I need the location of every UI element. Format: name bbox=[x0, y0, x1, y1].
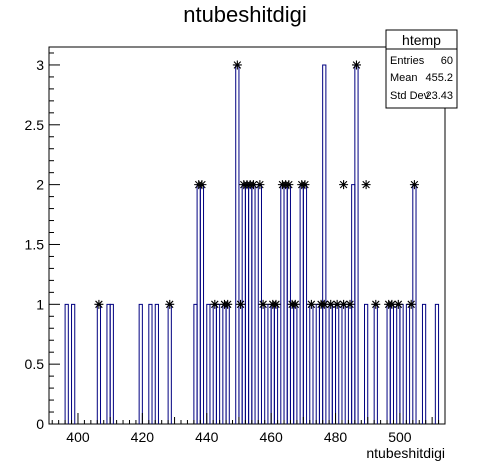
plot-frame bbox=[48, 46, 446, 425]
star-marker bbox=[210, 299, 220, 309]
star-marker bbox=[271, 299, 281, 309]
star-marker bbox=[345, 299, 355, 309]
histogram-bin bbox=[335, 303, 340, 424]
y-tick-label: 0 bbox=[36, 416, 44, 432]
data-markers bbox=[94, 60, 419, 309]
star-marker bbox=[351, 60, 361, 70]
star-marker bbox=[300, 180, 310, 190]
stats-entries-label: Entries bbox=[390, 55, 425, 67]
star-marker bbox=[236, 299, 246, 309]
star-marker bbox=[290, 299, 300, 309]
histogram-bin bbox=[364, 303, 369, 424]
star-marker bbox=[306, 299, 316, 309]
star-marker bbox=[223, 299, 233, 309]
star-marker bbox=[326, 299, 336, 309]
histogram-bin bbox=[341, 303, 346, 424]
x-axis: 400 420 440 460 480 500 bbox=[51, 413, 446, 445]
histogram-bin bbox=[389, 303, 394, 424]
star-marker bbox=[339, 180, 349, 190]
histogram-bars bbox=[64, 64, 440, 424]
x-tick-label: 460 bbox=[259, 429, 283, 445]
stats-stddev-label: Std Dev bbox=[390, 90, 430, 102]
y-tick-label: 2.5 bbox=[25, 117, 45, 133]
y-axis: 0 0.5 1 1.5 2 2.5 3 bbox=[25, 52, 60, 432]
histogram-bin bbox=[64, 303, 69, 424]
histogram-bin bbox=[399, 303, 404, 424]
stats-stddev-value: 23.43 bbox=[425, 90, 453, 102]
star-marker bbox=[409, 180, 419, 190]
histogram-bin bbox=[434, 303, 440, 424]
star-marker bbox=[94, 299, 104, 309]
star-marker bbox=[387, 299, 397, 309]
histogram-bin bbox=[96, 303, 102, 424]
histogram-bin bbox=[273, 303, 279, 424]
x-tick-label: 480 bbox=[324, 429, 348, 445]
star-marker bbox=[284, 180, 294, 190]
histogram-bin bbox=[251, 184, 256, 424]
star-marker bbox=[406, 299, 416, 309]
histogram-bin bbox=[109, 303, 114, 424]
y-tick-label: 2 bbox=[36, 177, 44, 193]
x-tick-label: 440 bbox=[195, 429, 219, 445]
stats-box-title: htemp bbox=[402, 32, 441, 48]
histogram-bin bbox=[225, 303, 230, 424]
stats-box: htemp Entries 60 Mean 455.2 Std Dev 23.4… bbox=[385, 29, 458, 109]
stats-box-frame bbox=[385, 29, 458, 109]
histogram-bin bbox=[71, 303, 76, 424]
stats-entries-value: 60 bbox=[441, 55, 453, 67]
histogram-bin bbox=[302, 184, 308, 424]
y-tick-label: 1 bbox=[36, 296, 44, 312]
histogram-bin bbox=[405, 303, 411, 424]
y-tick-label: 0.5 bbox=[25, 356, 45, 372]
x-tick-label: 400 bbox=[66, 429, 90, 445]
histogram-bin bbox=[167, 303, 172, 424]
star-marker bbox=[319, 299, 329, 309]
star-marker bbox=[339, 299, 349, 309]
x-tick-label: 420 bbox=[131, 429, 155, 445]
star-marker bbox=[248, 180, 258, 190]
star-marker bbox=[361, 180, 371, 190]
star-marker bbox=[371, 299, 381, 309]
y-tick-label: 3 bbox=[36, 57, 44, 73]
histogram-bin bbox=[138, 303, 143, 424]
histogram-bin bbox=[199, 184, 205, 424]
histogram-bin bbox=[421, 303, 427, 424]
star-marker bbox=[393, 299, 403, 309]
x-tick-label: 500 bbox=[388, 429, 412, 445]
stats-mean-label: Mean bbox=[390, 72, 418, 84]
y-tick-label: 1.5 bbox=[25, 236, 45, 252]
histogram-bin bbox=[293, 303, 298, 424]
star-marker bbox=[232, 60, 242, 70]
star-marker bbox=[255, 180, 265, 190]
star-marker bbox=[165, 299, 175, 309]
star-marker bbox=[197, 180, 207, 190]
histogram-bin bbox=[154, 303, 159, 424]
chart-title: ntubeshitdigi bbox=[183, 2, 307, 27]
star-marker bbox=[258, 299, 268, 309]
histogram-bin bbox=[206, 303, 211, 424]
histogram-bin bbox=[354, 64, 359, 424]
x-axis-label: ntubeshitdigi bbox=[366, 445, 445, 461]
histogram-bin bbox=[373, 303, 378, 424]
stats-mean-value: 455.2 bbox=[425, 72, 453, 84]
star-marker bbox=[332, 299, 342, 309]
histogram-bin bbox=[260, 303, 266, 424]
histogram-bin bbox=[215, 303, 221, 424]
histogram-bin bbox=[309, 303, 314, 424]
histogram-bin bbox=[322, 64, 327, 424]
histogram-bin bbox=[148, 303, 153, 424]
